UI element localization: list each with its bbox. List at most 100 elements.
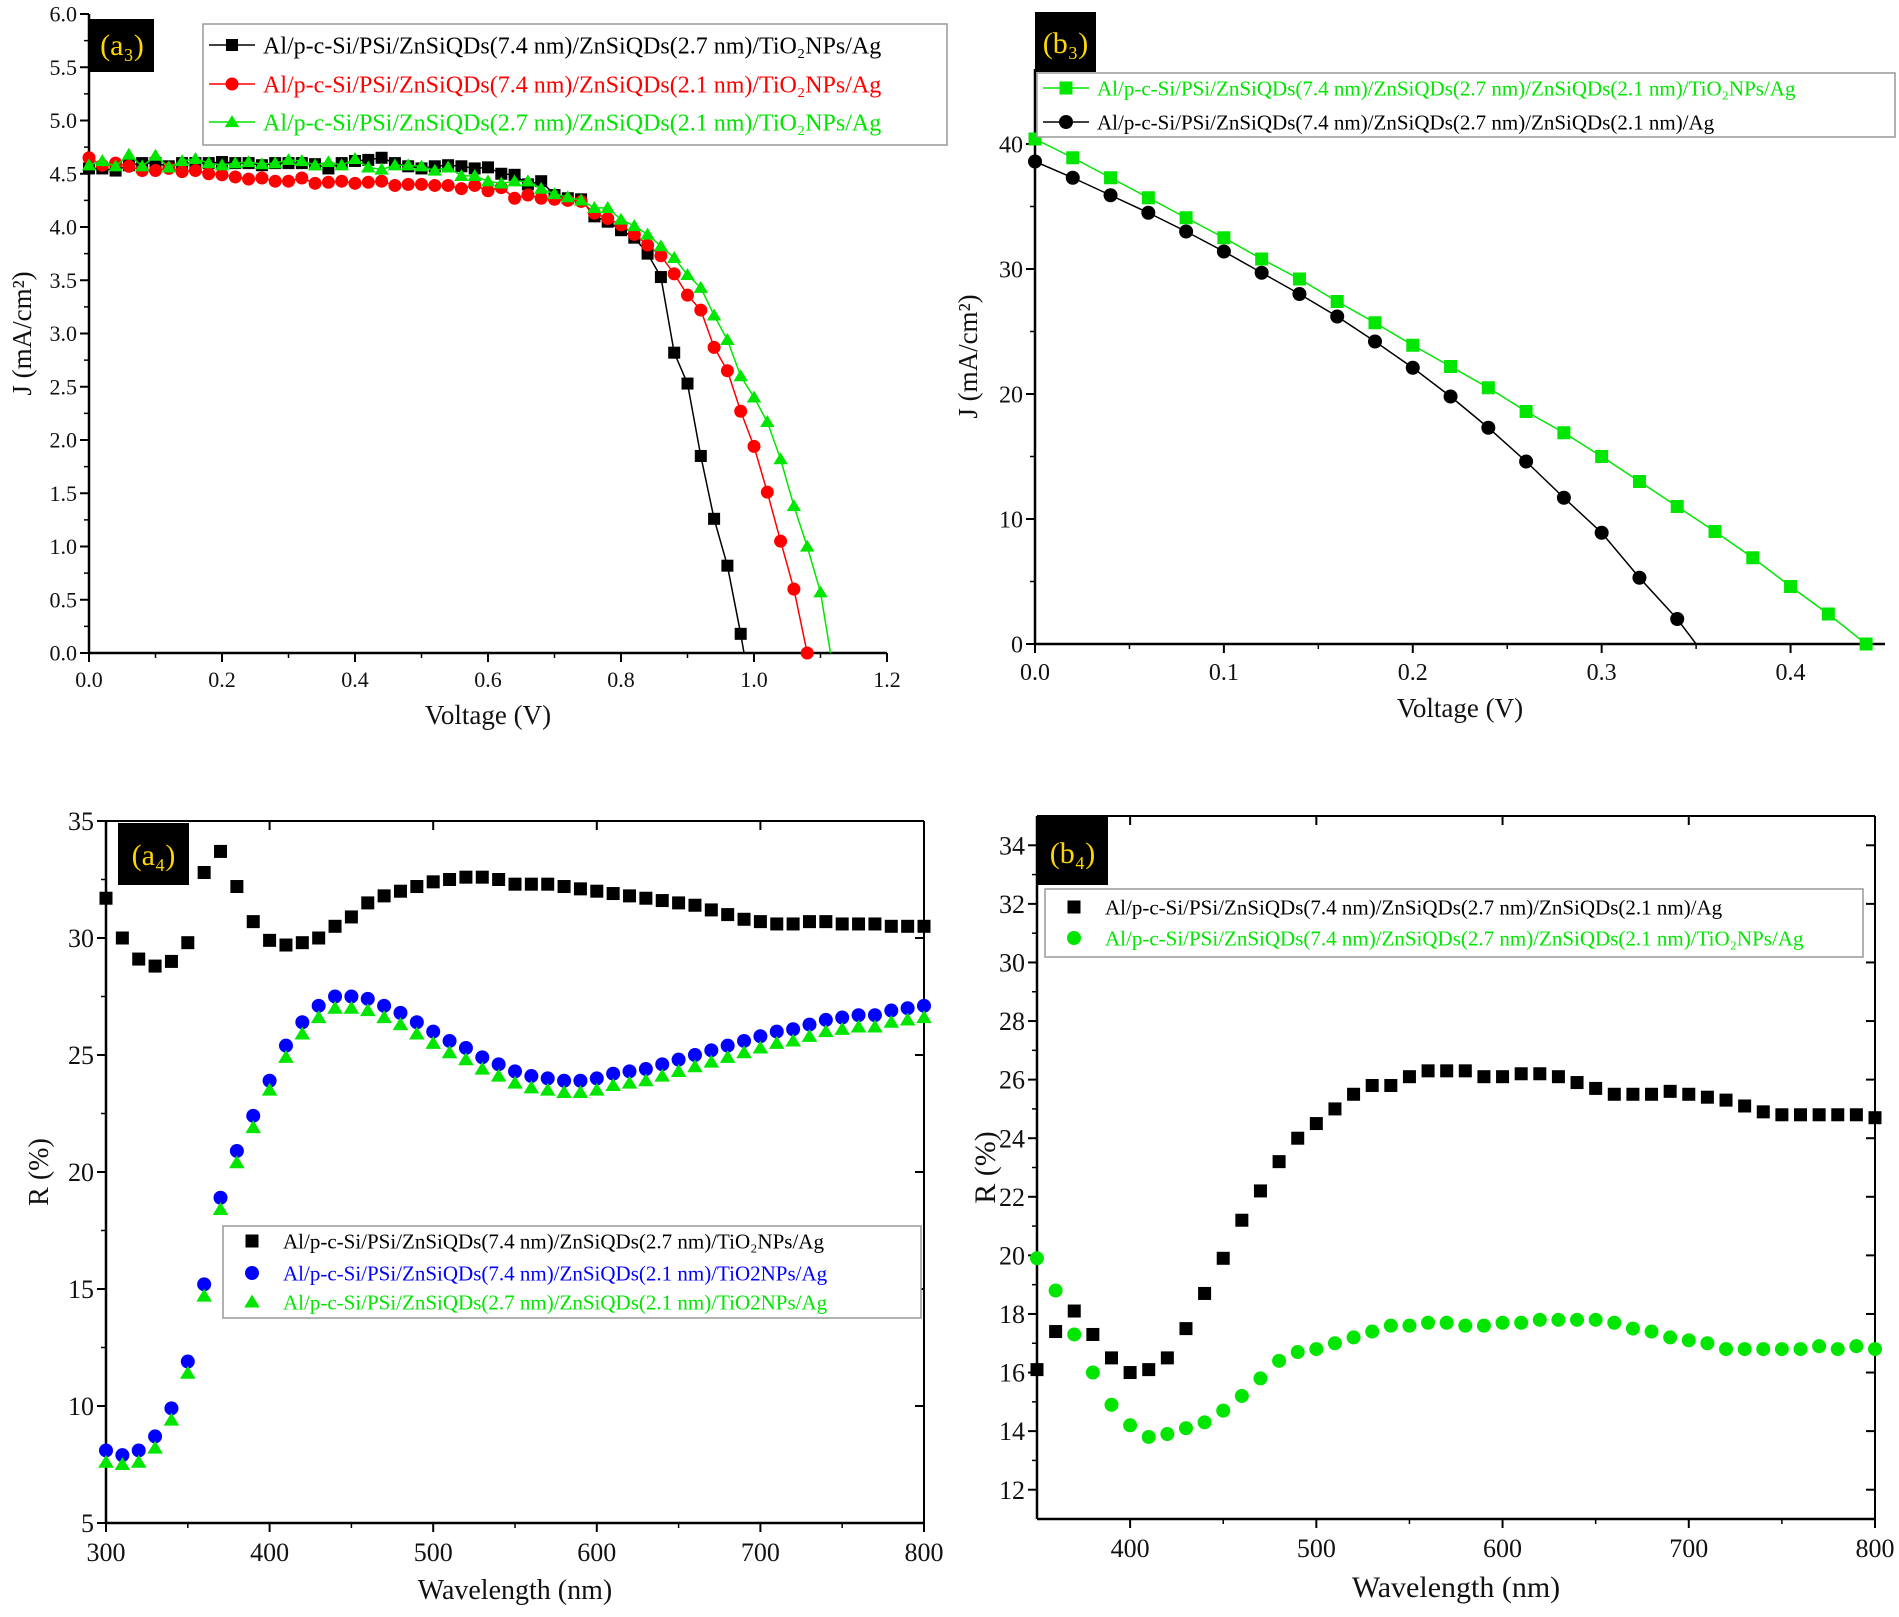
data-point [706,308,722,321]
data-point [1123,1366,1137,1380]
legend-box [1044,888,1864,958]
data-point [1700,1336,1715,1351]
data-point [468,162,481,175]
data-point [1292,287,1307,301]
data-point [328,919,342,933]
data-point [1444,360,1458,373]
data-point [753,1029,768,1044]
y-tick-label: 15 [68,1275,94,1304]
data-point [539,1082,556,1096]
legend-marker [224,115,240,128]
x-tick-label: 1.2 [873,667,901,692]
data-point [601,211,615,225]
legend: Al/p-c-Si/PSi/ZnSiQDs(7.4 nm)/ZnSiQDs(2.… [1044,888,1864,958]
data-point [115,931,129,945]
data-point [785,1033,801,1047]
x-axis-title: Wavelength (nm) [1352,1571,1560,1604]
data-point [736,1045,752,1059]
data-point [737,1033,752,1048]
data-point [1179,224,1194,239]
data-point [1255,252,1269,266]
data-point [760,485,774,499]
x-tick-label: 700 [741,1538,780,1567]
data-point [681,288,694,302]
x-tick-label: 0.2 [1398,660,1428,686]
data-point [1719,1342,1734,1357]
data-point [475,1050,490,1065]
data-point [524,877,538,891]
data-point [481,184,495,198]
data-point [1821,607,1835,621]
data-point [1812,1108,1826,1122]
data-point [1476,1318,1491,1333]
data-point [1142,1363,1156,1377]
data-point [1756,1105,1770,1119]
data-point [214,158,230,171]
data-point [534,191,548,205]
data-point [393,884,407,898]
data-point [693,280,708,293]
legend-marker [245,1266,259,1280]
data-point [1440,1064,1454,1078]
data-point [1849,1339,1864,1354]
data-point [524,1069,539,1084]
data-point [1794,1108,1808,1122]
data-point [310,1010,327,1024]
series-1 [82,151,814,660]
data-point [1103,188,1118,203]
data-point [1859,637,1873,651]
data-point [1141,205,1156,220]
data-point [589,1082,605,1096]
data-point [1551,1312,1566,1327]
x-tick-label: 0.4 [341,667,369,692]
x-tick-label: 300 [87,1538,126,1567]
data-point [1179,211,1193,225]
data-point [605,1078,621,1091]
data-point [414,159,429,172]
series-line [1034,160,1697,645]
y-tick-label: 1.5 [50,481,78,506]
x-tick-label: 1.0 [740,667,768,692]
data-point [721,908,735,922]
data-point [801,1028,818,1042]
y-tick-label: 26 [999,1066,1025,1095]
data-point [694,303,708,317]
data-point [1496,1070,1510,1084]
data-point [1198,1286,1212,1300]
data-point [458,1052,474,1066]
legend-marker [1059,115,1073,129]
data-point [786,499,802,512]
data-point [491,1057,506,1072]
data-point [1234,1388,1249,1403]
data-point [1663,1330,1678,1345]
data-point [212,1202,229,1215]
data-point [214,844,228,858]
data-point [149,164,162,178]
data-point [197,1277,212,1292]
data-point [361,175,375,189]
data-point [132,952,146,966]
data-point [1104,171,1118,185]
data-point [1085,1365,1100,1380]
y-tick-label: 6.0 [50,2,78,27]
data-point [694,449,707,462]
y-tick-label: 16 [999,1359,1025,1388]
data-point [1784,580,1798,593]
data-point [1065,170,1080,185]
y-tick-label: 3.5 [50,268,78,293]
x-tick-label: 400 [1111,1534,1150,1563]
data-point [734,627,747,640]
data-point [197,865,211,879]
data-point [409,1015,424,1030]
data-point [163,1412,180,1426]
data-point [622,1064,637,1079]
data-point [361,160,376,173]
data-point [687,1059,703,1073]
data-point [613,212,629,225]
data-point [687,1048,702,1062]
data-point [311,998,326,1013]
data-point [362,153,375,166]
data-point [442,1033,457,1048]
data-point [295,936,309,950]
y-tick-label: 0.0 [50,641,78,666]
